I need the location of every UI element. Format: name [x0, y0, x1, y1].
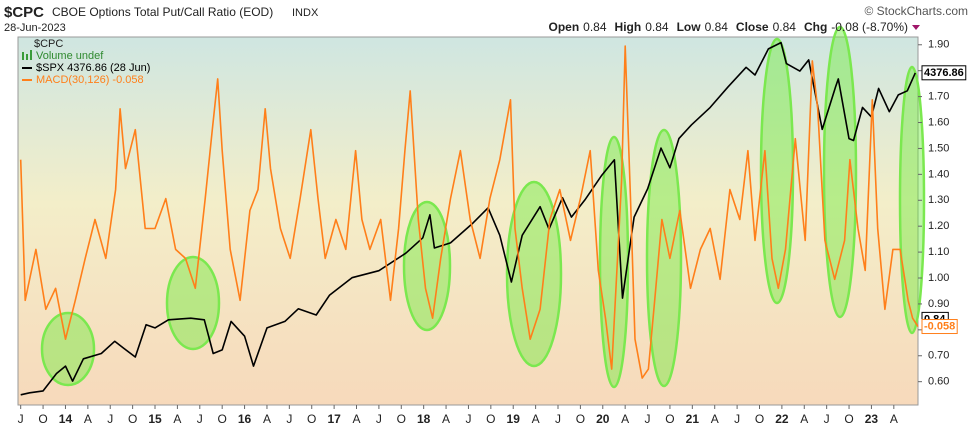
x-tick-label: O	[576, 412, 585, 426]
x-tick-label: A	[890, 412, 898, 426]
last-value-box	[921, 65, 967, 81]
x-tick-label: J	[645, 412, 651, 426]
volume-icon	[26, 54, 28, 60]
x-tick-label: O	[486, 412, 495, 426]
ellipse	[40, 311, 96, 387]
y-tick-label: 0.70	[928, 350, 949, 362]
x-tick-label: O	[307, 412, 316, 426]
date: 28-Jun-2023	[4, 22, 66, 34]
quote-value: 0.84	[705, 20, 729, 34]
quote-value: 0.84	[773, 20, 797, 34]
ellipse	[402, 200, 452, 332]
x-tick-label: 21	[686, 412, 700, 426]
x-tick-label: 23	[865, 412, 879, 426]
quote: Open 0.84 High 0.84 Low 0.84 Close 0.84 Chg -0.08…	[549, 20, 909, 34]
y-tick-label: 1.30	[928, 194, 949, 206]
series-line	[20, 41, 917, 396]
quote-value: 0.84	[645, 20, 669, 34]
y-tick-label: 1.60	[928, 116, 949, 128]
x-tick-label: 20	[596, 412, 610, 426]
x-tick-label: J	[286, 412, 292, 426]
x-tick-label: 18	[417, 412, 431, 426]
x-tick-label: J	[376, 412, 382, 426]
x-tick-label: A	[442, 412, 450, 426]
x-tick-label: O	[665, 412, 674, 426]
x-tick-label: A	[621, 412, 629, 426]
x-tick-label: A	[532, 412, 540, 426]
y-tick-label: 1.20	[928, 220, 949, 232]
quote-label: Chg	[804, 20, 827, 34]
y-tick-label: 0.60	[928, 376, 949, 388]
legend-volume: Volume undef	[36, 50, 104, 62]
legend-label: MACD(30,126) -0.058	[36, 74, 144, 86]
ellipse	[898, 65, 926, 335]
x-tick-label: J	[107, 412, 113, 426]
x-tick-label: O	[755, 412, 764, 426]
x-tick-label: O	[218, 412, 227, 426]
x-tick-label: 19	[507, 412, 521, 426]
x-tick-label: J	[18, 412, 24, 426]
x-tick-label: O	[844, 412, 853, 426]
y-tick-label: 1.90	[928, 39, 949, 51]
x-tick-label: 14	[59, 412, 73, 426]
x-tick-label: 15	[148, 412, 162, 426]
quote-label: Close	[736, 20, 769, 34]
x-tick-label: J	[734, 412, 740, 426]
last-value-label: -0.058	[924, 321, 955, 333]
x-tick-label: J	[555, 412, 561, 426]
x-tick-label: J	[824, 412, 830, 426]
x-tick-label: O	[38, 412, 47, 426]
ellipse	[505, 180, 563, 368]
subtitle: CBOE Options Total Put/Call Ratio (EOD)	[52, 5, 273, 19]
quote-label: High	[615, 20, 642, 34]
volume-icon	[30, 50, 32, 60]
x-tick-label: 17	[327, 412, 341, 426]
y-tick-label: 1.00	[928, 272, 949, 284]
x-tick-label: J	[197, 412, 203, 426]
x-tick-label: A	[173, 412, 181, 426]
x-tick-label: A	[84, 412, 92, 426]
y-tick-label: 1.50	[928, 142, 949, 154]
x-tick-label: 22	[775, 412, 789, 426]
x-tick-label: O	[397, 412, 406, 426]
ellipse	[165, 255, 221, 351]
x-tick-label: O	[128, 412, 137, 426]
x-tick-label: 16	[238, 412, 252, 426]
ellipse	[645, 128, 683, 388]
last-value-box	[921, 319, 958, 335]
y-tick-label: 0.90	[928, 298, 949, 310]
y-tick-label: 1.10	[928, 246, 949, 258]
volume-icon	[22, 52, 24, 60]
exchange: INDX	[292, 7, 319, 19]
credit: © StockCharts.com	[864, 4, 968, 18]
quote-label: Open	[549, 20, 580, 34]
x-tick-label: A	[800, 412, 808, 426]
legend-cpc: $CPC	[34, 38, 63, 50]
quote-value: -0.08 (-8.70%)	[831, 20, 908, 34]
x-tick-label: A	[352, 412, 360, 426]
x-tick-label: A	[263, 412, 271, 426]
series-line	[19, 45, 919, 379]
x-tick-label: A	[711, 412, 719, 426]
y-tick-label: 1.70	[928, 91, 949, 103]
quote-value: 0.84	[583, 20, 607, 34]
ellipse	[598, 135, 630, 389]
plot-area	[17, 36, 919, 406]
legend-label: $SPX 4376.86 (28 Jun)	[36, 62, 150, 74]
x-tick-label: J	[465, 412, 471, 426]
last-value-label: 4376.86	[924, 67, 964, 79]
down-arrow	[912, 25, 920, 30]
title: $CPC	[4, 4, 44, 21]
y-tick-label: 1.40	[928, 168, 949, 180]
quote-label: Low	[677, 20, 702, 34]
